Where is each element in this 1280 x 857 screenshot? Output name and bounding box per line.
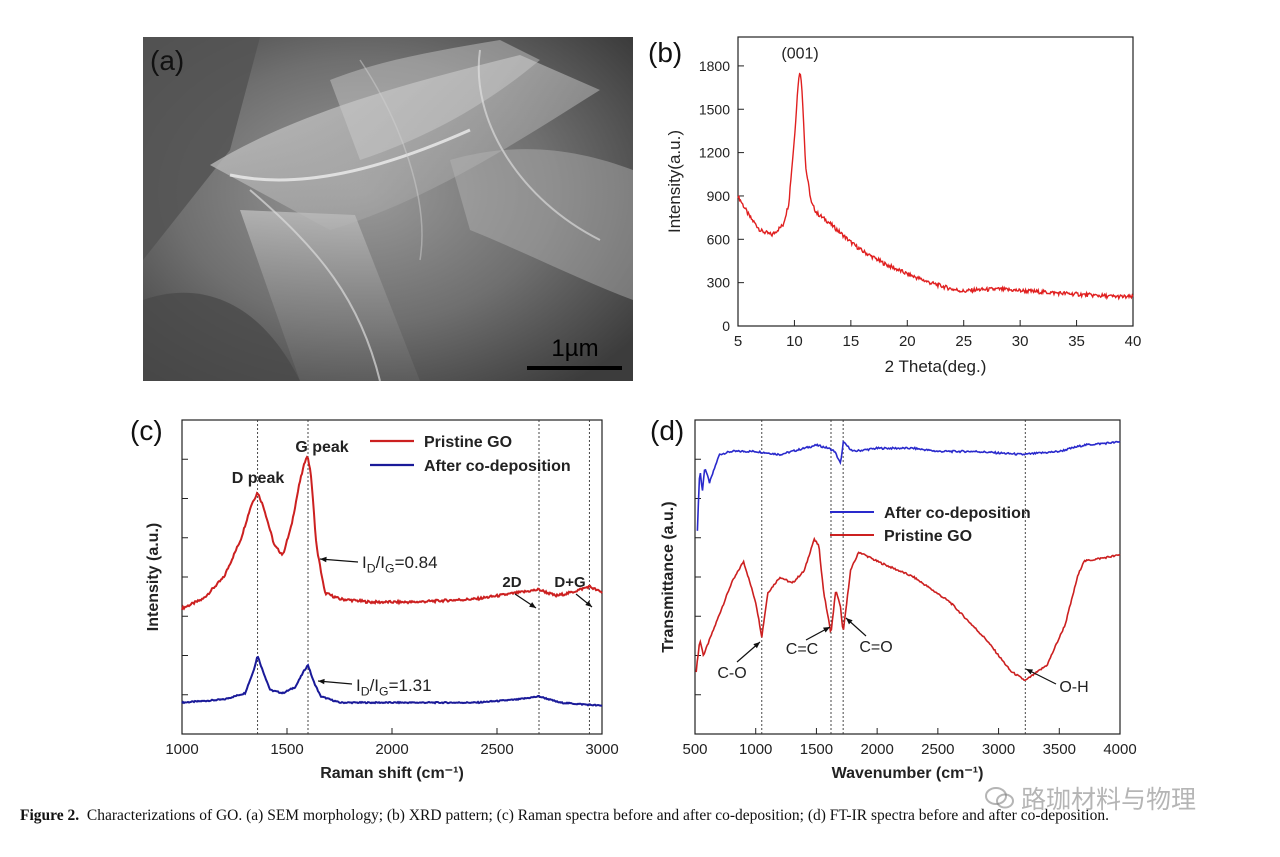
series-line-after-co-deposition: [181, 655, 603, 707]
y-tick-label: 300: [707, 275, 731, 291]
y-tick-label: 600: [707, 231, 731, 247]
x-tick-label: 500: [682, 741, 707, 758]
annotation-arrow-head: [585, 600, 592, 607]
x-tick-label: 30: [1012, 333, 1029, 350]
annotation-arrow-head: [318, 678, 325, 685]
chart-d-ftir: 500 1000 1500 2000 2500 3000 3500 4000 Wavenumbe…: [660, 419, 1137, 782]
d-peak-label: D peak: [232, 470, 285, 487]
chart-c-raman: 1000 1500 2000 2500 3000 Raman shift (cm⁻¹) In…: [145, 419, 619, 782]
x-axis-label: Raman shift (cm⁻¹): [320, 765, 464, 782]
panel-a-label: (a): [150, 45, 184, 76]
series-line-pristine-go: [181, 455, 603, 611]
peak-annotation: (001): [781, 46, 818, 63]
y-tick-label: 1800: [699, 58, 730, 74]
annotation-arrow-head: [823, 627, 830, 633]
x-tick-label: 1000: [739, 741, 772, 758]
figure-caption: Figure 2. Characterizations of GO. (a) S…: [20, 806, 1265, 825]
c-o-label: C-O: [717, 665, 746, 682]
chart-b-xrd: 5 10 15 20 25 30 35 40 0 300 600 900 1200 1500 1800 2 T…: [665, 36, 1142, 376]
x-tick-label: 1500: [800, 741, 833, 758]
series-line-pristine-go: [695, 536, 1121, 682]
y-tick-label: 1500: [699, 101, 730, 117]
ratio-label-after: ID/IG=1.31: [356, 676, 432, 698]
y-tick-label: 0: [722, 318, 730, 334]
x-tick-label: 2000: [860, 741, 893, 758]
legend-entry: Pristine GO: [424, 434, 512, 451]
x-tick-label: 4000: [1103, 741, 1136, 758]
x-tick-label: 2000: [375, 741, 408, 758]
x-tick-label: 35: [1068, 333, 1085, 350]
plot-frame: [694, 419, 1121, 735]
panel-c-label: (c): [130, 415, 163, 446]
2d-label: 2D: [502, 574, 521, 591]
plot-frame: [737, 36, 1134, 327]
g-peak-label: G peak: [295, 439, 348, 456]
x-tick-label: 3000: [982, 741, 1015, 758]
x-tick-label: 40: [1125, 333, 1142, 350]
series-line-after-co-deposition: [696, 440, 1121, 531]
x-axis-label: Wavenumber (cm⁻¹): [832, 765, 984, 782]
x-axis-label: 2 Theta(deg.): [885, 357, 987, 376]
x-tick-label: 1500: [270, 741, 303, 758]
x-tick-label: 25: [955, 333, 972, 350]
dg-label: D+G: [554, 574, 585, 591]
annotation-arrow-head: [320, 556, 327, 563]
x-tick-label: 3500: [1043, 741, 1076, 758]
x-tick-label: 15: [843, 333, 860, 350]
panel-d-label: (d): [650, 415, 684, 446]
panel-a-sem-image: [143, 37, 633, 382]
y-axis-label: Transmittance (a.u.): [660, 501, 677, 652]
y-tick-label: 900: [707, 188, 731, 204]
y-tick-label: 1200: [699, 145, 730, 161]
annotation-arrow-head: [1026, 669, 1033, 675]
x-tick-label: 5: [734, 333, 742, 350]
caption-label: Figure 2.: [20, 807, 80, 824]
ratio-label-pristine: ID/IG=0.84: [362, 553, 438, 575]
o-h-label: O-H: [1059, 679, 1088, 696]
y-axis-label: Intensity(a.u.): [665, 130, 684, 233]
scale-bar-label: 1µm: [551, 335, 598, 362]
panel-b-label: (b): [648, 37, 682, 68]
annotation-arrow-head: [753, 642, 760, 649]
x-tick-label: 2500: [921, 741, 954, 758]
legend-entry: After co-deposition: [884, 505, 1031, 522]
caption-text: Characterizations of GO. (a) SEM morphol…: [86, 807, 1109, 824]
x-tick-label: 1000: [165, 741, 198, 758]
legend-entry: After co-deposition: [424, 458, 571, 475]
x-tick-label: 2500: [480, 741, 513, 758]
x-tick-label: 20: [899, 333, 916, 350]
annotation-arrow-head: [846, 618, 853, 625]
annotation-arrow-head: [529, 602, 536, 608]
legend-entry: Pristine GO: [884, 528, 972, 545]
series-line-go: [737, 72, 1134, 301]
x-tick-label: 3000: [585, 741, 618, 758]
y-axis-label: Intensity (a.u.): [145, 523, 162, 631]
x-tick-label: 10: [786, 333, 803, 350]
c-o-double-label: C=O: [859, 639, 892, 656]
c-c-label: C=C: [786, 641, 818, 658]
